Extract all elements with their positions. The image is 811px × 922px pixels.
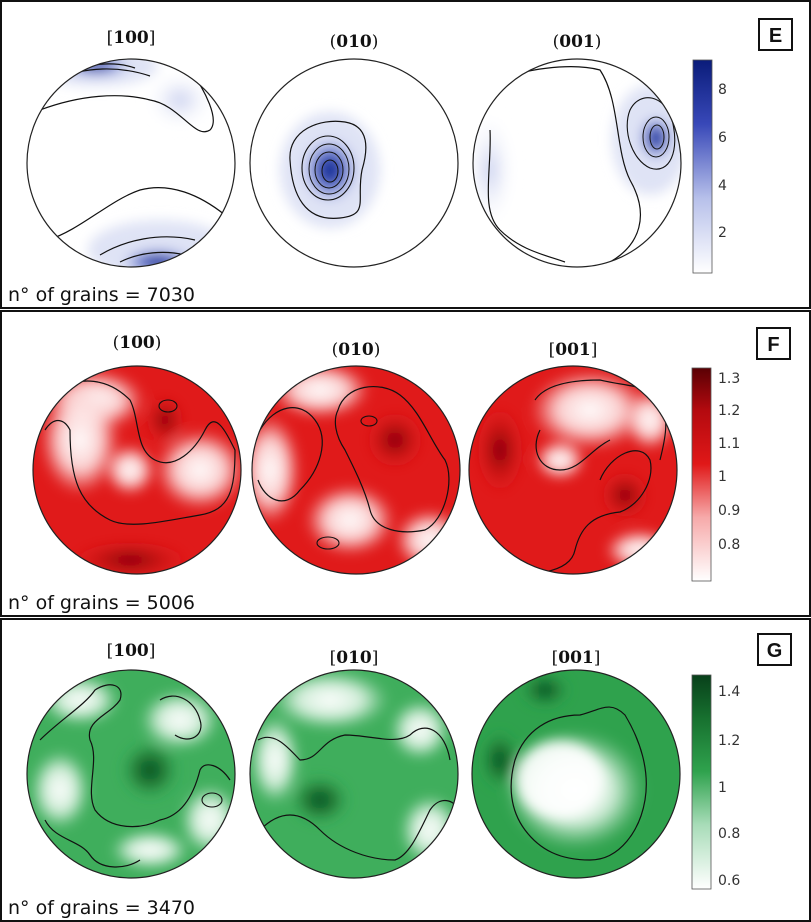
pole-figure-label: [001] [552,648,601,668]
panel-e-frame [0,0,811,309]
panel-f: (100) (010) [0,310,811,617]
pole-figure-label: [100] [107,641,156,661]
panel-g: [100] [010] [0,618,811,922]
pole-figure: [100] [26,641,236,879]
colorbar-tick-label: 0.9 [718,503,740,519]
pole-figure-outline [472,58,682,268]
colorbar-tick-label: 2 [718,225,727,241]
panel-f-frame [0,310,811,617]
pole-figure: [001] [468,340,678,575]
pole-figure-outline [249,58,459,268]
grain-count: n° of grains = 5006 [8,592,195,614]
colorbar-tick-label: 1.4 [718,684,740,700]
colorbar-gradient [691,674,712,890]
pole-figure-outline [32,365,242,575]
pole-figure-label: [010] [330,648,379,668]
pole-figure: [100] [26,28,236,268]
colorbar-tick-label: 0.6 [718,873,740,889]
colorbar-gradient [692,59,713,274]
pole-figure: (010) [249,32,459,268]
colorbar-gradient [691,367,712,582]
pole-figure-outline [468,365,678,575]
colorbar-tick-label: 4 [718,178,727,194]
pole-figure-outline [26,669,236,879]
pole-figure-label: [001] [549,340,598,360]
colorbar-tick-label: 1.1 [718,436,740,452]
pole-figure-label: (100) [113,333,162,353]
pole-figure-outline [249,669,459,879]
panel-tag: E [769,25,782,47]
colorbar-tick-label: 1 [718,780,727,796]
pole-figure-label: [100] [107,28,156,48]
pole-figure-label: (001) [553,32,602,52]
pole-figure-outline [251,365,461,575]
pole-figure-outline [471,669,681,879]
pole-figure-outline [26,58,236,268]
pole-figure: (010) [251,340,461,575]
colorbar-tick-label: 0.8 [718,537,740,553]
panel-e: [100] (010) [0,0,811,309]
colorbar-tick-label: 1 [718,469,727,485]
colorbar-tick-label: 0.8 [718,826,740,842]
colorbar-tick-label: 1.2 [718,403,740,419]
pole-figure: [001] [471,648,681,879]
colorbar: 8 6 4 2 [692,59,727,274]
colorbar: 1.3 1.2 1.1 1 0.9 0.8 [691,367,740,582]
panel-tag: F [767,334,779,356]
pole-figure: [010] [249,648,459,879]
pole-figure: (001) [472,32,682,268]
grain-count: n° of grains = 3470 [8,897,195,919]
colorbar: 1.4 1.2 1 0.8 0.6 [691,674,740,890]
colorbar-tick-label: 6 [718,130,727,146]
panel-tag-box [756,327,791,360]
pole-figure: (100) [32,333,242,575]
colorbar-tick-label: 8 [718,82,727,98]
pole-figure-label: (010) [332,340,381,360]
colorbar-tick-label: 1.2 [718,733,740,749]
panel-tag-box [758,18,793,51]
colorbar-tick-label: 1.3 [718,371,740,387]
panel-tag-box [757,633,792,666]
panel-tag: G [767,640,783,662]
panel-g-frame [0,618,811,922]
grain-count: n° of grains = 7030 [8,284,195,306]
pole-figure-label: (010) [330,32,379,52]
